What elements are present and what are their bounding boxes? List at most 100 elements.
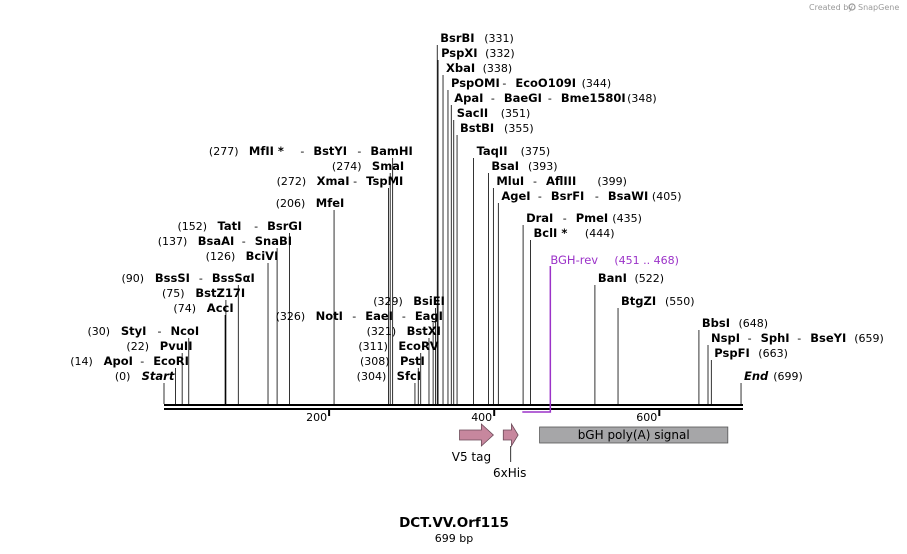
site-apai[interactable]: ApaI - BaeGI - Bme1580I (348) <box>450 91 657 404</box>
axis-tick-label: 200 <box>306 411 327 424</box>
site-position: (699) <box>773 370 803 383</box>
site-separator: - <box>353 175 357 188</box>
site-start[interactable]: (0) Start <box>115 369 175 404</box>
site-position: (331) <box>484 32 514 45</box>
site-enzyme-name: AgeI <box>501 189 530 203</box>
site-btgzi[interactable]: BtgZI (550) <box>617 294 695 404</box>
site-pspxi[interactable]: PspXI (332) <box>437 46 515 404</box>
site-position: (659) <box>854 332 884 345</box>
site-position: (206) <box>276 197 306 210</box>
site-sacii[interactable]: SacII (351) <box>453 106 531 404</box>
site-enzyme-name: NspI <box>711 331 740 345</box>
feature-bgh[interactable]: bGH poly(A) signal <box>539 426 729 444</box>
site-enzyme-name: SphI <box>761 331 790 345</box>
site-mfii[interactable]: (277) MfII * - BstYI - BamHI <box>209 144 413 404</box>
site-tati[interactable]: (152) TatI - BsrGI <box>178 219 303 404</box>
site-separator: - <box>402 310 406 323</box>
site-acci[interactable]: (74) AccI <box>173 301 234 404</box>
site-enzyme-name: StyI <box>121 324 147 338</box>
site-enzyme-name: EcoO109I <box>515 76 576 90</box>
site-bstbi[interactable]: BstBI (355) <box>456 121 534 404</box>
site-enzyme-name: BstZ17I <box>195 286 245 300</box>
site-bsaai[interactable]: (137) BsaAI - SnaBI <box>158 234 292 404</box>
site-position: (444) <box>585 227 615 240</box>
site-enzyme-name: BsrGI <box>267 219 302 233</box>
site-position: (648) <box>739 317 769 330</box>
site-position: (304) <box>357 370 387 383</box>
site-position: (351) <box>501 107 531 120</box>
site-taqii[interactable]: TaqII (375) <box>473 144 551 404</box>
site-enzyme-name: BamHI <box>370 144 412 158</box>
site-xbai[interactable]: XbaI (338) <box>442 61 513 404</box>
feature-his[interactable]: 6xHis <box>493 422 526 480</box>
site-enzyme-name: ApaI <box>454 91 483 105</box>
site-psti[interactable]: (308) PstI <box>360 354 425 404</box>
site-mlui[interactable]: MluI - AflIII (399) <box>492 174 627 404</box>
site-separator: - <box>254 220 258 233</box>
site-agei[interactable]: AgeI - BsrFI - BsaWI (405) <box>497 189 682 404</box>
site-enzyme-name: BsaI <box>491 159 519 173</box>
site-enzyme-name: BsaWI <box>608 189 648 203</box>
site-smai[interactable]: (274) SmaI <box>332 159 404 404</box>
site-position: (393) <box>528 160 558 173</box>
site-bsssi[interactable]: (90) BssSI - BssSαI <box>121 271 255 404</box>
site-enzyme-name: BseYI <box>810 331 846 345</box>
feature-box <box>539 426 729 444</box>
site-position: (663) <box>758 347 788 360</box>
site-separator: - <box>563 212 567 225</box>
site-enzyme-name: BssSαI <box>212 271 255 285</box>
site-position: (74) <box>173 302 196 315</box>
site-position: (274) <box>332 160 362 173</box>
primer-arrow <box>522 266 552 413</box>
site-position: (338) <box>483 62 513 75</box>
site-sfci[interactable]: (304) SfcI <box>357 369 421 404</box>
site-enzyme-name: EcoRI <box>153 354 189 368</box>
site-bstz17i[interactable]: (75) BstZ17I <box>162 286 245 404</box>
site-enzyme-name: BsrBI <box>440 31 474 45</box>
site-position: (277) <box>209 145 239 158</box>
site-enzyme-name: SnaBI <box>255 234 292 248</box>
site-pspfi[interactable]: PspFI (663) <box>710 346 788 404</box>
site-apoi[interactable]: (14) ApoI - EcoRI <box>70 354 189 404</box>
site-xmai[interactable]: (272) XmaI - TspMI <box>277 174 404 404</box>
primer-bgh-rev[interactable]: BGH-rev (451 .. 468) <box>522 253 679 413</box>
site-enzyme-name: BstXI <box>407 324 441 338</box>
site-enzyme-name: BciVI <box>246 249 279 263</box>
site-bsrbi[interactable]: BsrBI (331) <box>436 31 514 404</box>
site-end[interactable]: End (699) <box>740 369 803 404</box>
site-position: (435) <box>612 212 642 225</box>
site-position: (311) <box>358 340 388 353</box>
site-bbsi[interactable]: BbsI (648) <box>698 316 769 404</box>
site-pvuii[interactable]: (22) PvuII <box>126 339 192 404</box>
site-bsai[interactable]: BsaI (393) <box>488 159 558 404</box>
site-drai[interactable]: DraI - PmeI (435) <box>522 211 642 404</box>
feature-arrow <box>459 423 494 447</box>
feature-label: V5 tag <box>452 450 491 464</box>
site-enzyme-name: AccI <box>207 301 234 315</box>
site-position: (22) <box>126 340 149 353</box>
map-length: 699 bp <box>435 532 473 545</box>
site-bstxi[interactable]: (321) BstXI <box>367 324 441 404</box>
site-enzyme-name: SacII <box>457 106 488 120</box>
site-enzyme-name: MfeI <box>316 196 345 210</box>
feature-v5[interactable]: V5 tag <box>452 423 494 464</box>
site-bcivi[interactable]: (126) BciVI <box>206 249 279 404</box>
site-separator: - <box>242 235 246 248</box>
site-enzyme-name: MfII * <box>249 144 284 158</box>
site-mfei[interactable]: (206) MfeI <box>276 196 345 404</box>
site-separator: - <box>157 325 161 338</box>
axis-tick-label: 600 <box>636 411 657 424</box>
site-nspi[interactable]: NspI - SphI - BseYI (659) <box>707 331 884 404</box>
site-pspomi[interactable]: PspOMI - EcoO109I (344) <box>447 76 611 404</box>
site-bani[interactable]: BanI (522) <box>594 271 664 404</box>
site-position: (329) <box>373 295 403 308</box>
site-enzyme-name: BaeGI <box>504 91 542 105</box>
credit-created-by: Created by <box>809 3 853 12</box>
site-position: (405) <box>652 190 682 203</box>
site-separator: - <box>199 272 203 285</box>
site-bcli[interactable]: BclI * (444) <box>530 226 615 404</box>
site-position: (126) <box>206 250 236 263</box>
site-enzyme-name: SfcI <box>397 369 421 383</box>
site-styi[interactable]: (30) StyI - NcoI <box>87 324 199 404</box>
site-enzyme-name: PspFI <box>714 346 749 360</box>
